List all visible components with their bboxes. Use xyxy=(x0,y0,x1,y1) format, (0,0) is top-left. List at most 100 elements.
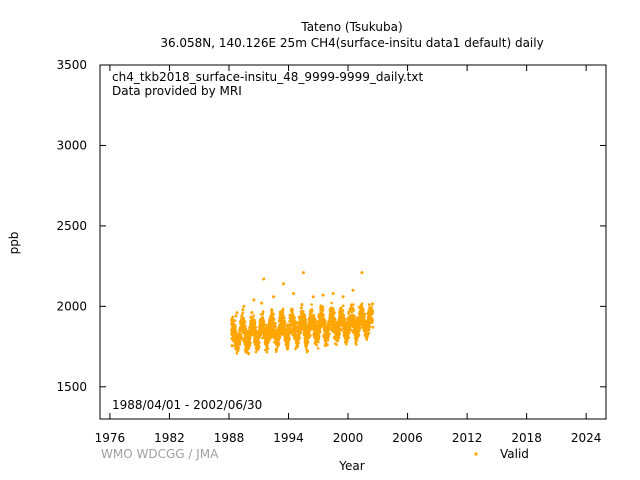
data-point xyxy=(286,347,290,350)
y-tick-label: 2500 xyxy=(56,219,87,233)
data-point xyxy=(282,321,286,325)
period-label: 1988/04/01 - 2002/06/30 xyxy=(112,398,262,412)
data-point xyxy=(231,338,235,342)
data-point xyxy=(289,320,293,323)
data-point xyxy=(323,344,327,347)
data-point xyxy=(294,322,297,326)
data-point xyxy=(337,333,340,336)
data-point xyxy=(354,341,358,344)
data-point xyxy=(347,312,351,316)
data-point xyxy=(280,318,283,321)
data-point xyxy=(253,341,256,344)
data-point xyxy=(233,324,237,328)
data-point xyxy=(330,319,334,323)
data-point xyxy=(325,333,329,337)
data-point xyxy=(295,335,299,339)
data-point xyxy=(332,326,335,330)
data-point xyxy=(341,295,345,299)
data-point xyxy=(243,324,247,328)
data-point xyxy=(299,331,303,334)
data-point xyxy=(285,344,289,348)
data-point xyxy=(321,310,324,313)
data-point xyxy=(249,316,253,319)
data-point xyxy=(302,324,305,328)
data-point xyxy=(341,309,345,312)
data-point xyxy=(367,319,371,323)
data-point xyxy=(245,339,248,343)
data-point xyxy=(322,335,325,339)
x-tick-label: 2006 xyxy=(392,431,423,445)
data-point xyxy=(288,325,291,329)
data-point xyxy=(341,304,345,308)
data-point xyxy=(235,311,239,315)
data-point xyxy=(364,331,367,335)
data-point xyxy=(353,333,357,337)
data-point xyxy=(271,322,274,326)
data-point xyxy=(360,323,364,327)
data-point xyxy=(304,318,308,322)
x-tick-label: 1988 xyxy=(214,431,245,445)
data-point xyxy=(345,342,348,346)
data-point xyxy=(326,339,330,342)
data-point xyxy=(296,343,299,347)
data-point xyxy=(238,329,242,332)
data-point xyxy=(349,306,353,310)
data-point xyxy=(336,339,339,343)
data-point xyxy=(277,341,281,345)
credit-label: WMO WDCGG / JMA xyxy=(101,447,219,461)
data-point xyxy=(265,330,269,333)
data-point xyxy=(346,318,350,322)
data-point xyxy=(289,315,292,319)
data-point xyxy=(284,324,287,328)
data-point xyxy=(280,328,284,332)
data-point xyxy=(254,335,257,339)
data-point xyxy=(352,330,355,334)
data-point xyxy=(355,325,359,328)
x-tick-label: 1994 xyxy=(273,431,304,445)
data-point xyxy=(343,317,346,321)
data-point xyxy=(313,327,316,330)
data-point xyxy=(337,322,341,326)
data-point xyxy=(320,307,323,310)
data-point xyxy=(269,315,272,318)
data-point xyxy=(356,334,360,338)
data-point xyxy=(339,306,343,310)
data-point xyxy=(308,330,311,333)
data-point xyxy=(347,324,351,328)
data-point xyxy=(355,316,359,319)
provider-label: Data provided by MRI xyxy=(112,84,242,98)
data-point xyxy=(307,324,311,328)
data-point xyxy=(347,310,350,314)
data-points xyxy=(230,271,375,356)
data-point xyxy=(246,337,249,341)
data-point xyxy=(363,315,366,318)
data-point xyxy=(327,321,331,324)
data-point xyxy=(280,321,283,324)
data-point xyxy=(291,332,294,336)
data-point xyxy=(351,288,355,292)
data-point xyxy=(254,326,258,329)
data-point xyxy=(230,328,233,332)
data-point xyxy=(269,318,272,321)
data-point xyxy=(234,314,238,318)
data-point xyxy=(262,320,266,324)
data-point xyxy=(281,307,285,311)
data-point xyxy=(297,332,301,335)
data-point xyxy=(344,327,348,330)
data-point xyxy=(278,327,282,331)
data-point xyxy=(247,352,250,356)
data-point xyxy=(294,347,297,351)
data-point xyxy=(338,318,342,322)
data-point xyxy=(315,328,318,332)
data-point xyxy=(241,308,245,312)
data-point xyxy=(234,342,237,346)
data-point xyxy=(351,315,355,319)
axis-ticks: 1976 1982 1988 1994 2000 2006 2012 2018 2024 1500… xyxy=(56,58,606,445)
data-point xyxy=(266,327,270,330)
data-point xyxy=(240,313,244,316)
data-point xyxy=(274,329,278,332)
data-point xyxy=(245,343,249,347)
data-point xyxy=(292,292,295,295)
y-tick-label: 1500 xyxy=(56,380,87,394)
